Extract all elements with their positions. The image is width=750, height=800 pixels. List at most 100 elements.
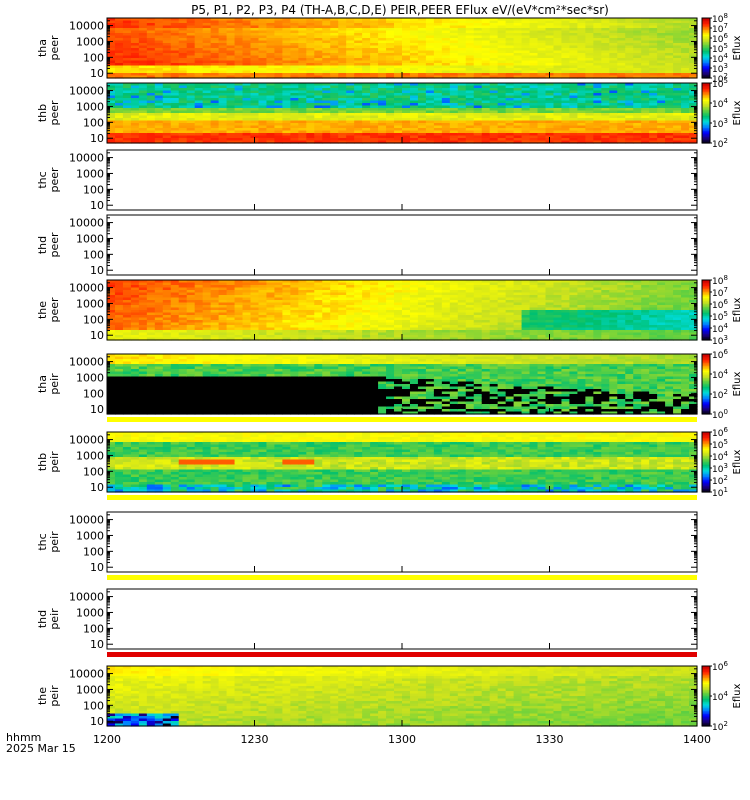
heatmap-cell <box>330 290 339 294</box>
heatmap-cell <box>114 317 124 321</box>
heatmap-cell <box>394 33 403 37</box>
heatmap-cell <box>481 120 491 124</box>
heatmap-cell <box>521 100 531 104</box>
heatmap-cell <box>274 103 284 107</box>
heatmap-cell <box>521 55 531 59</box>
heatmap-cell <box>481 118 491 122</box>
heatmap-cell <box>218 65 228 69</box>
heatmap-cell <box>561 50 571 54</box>
heatmap-cell <box>218 120 228 124</box>
heatmap-cell <box>505 138 515 142</box>
heatmap-cell <box>290 295 299 299</box>
heatmap-cell <box>394 90 403 94</box>
heatmap-cell <box>609 68 618 72</box>
heatmap-cell <box>505 58 515 62</box>
heatmap-cell <box>561 40 571 44</box>
heatmap-cell <box>210 133 220 137</box>
heatmap-cell <box>186 18 196 22</box>
heatmap-cell <box>633 103 642 107</box>
heatmap-cell <box>386 70 395 74</box>
heatmap-cell <box>378 300 387 304</box>
heatmap-cell <box>178 105 188 109</box>
colorbar-cell <box>702 108 710 111</box>
heatmap-cell <box>545 63 555 67</box>
heatmap-cell <box>146 25 156 29</box>
heatmap-cell <box>330 28 339 32</box>
heatmap-cell <box>266 123 276 127</box>
heatmap-cell <box>513 95 523 99</box>
heatmap-cell <box>290 312 299 316</box>
colorbar-cell <box>702 137 710 140</box>
heatmap-cell <box>162 332 172 336</box>
heatmap-cell <box>394 133 403 137</box>
heatmap-cell <box>266 317 276 321</box>
heatmap-cell <box>402 322 411 326</box>
heatmap-cell <box>394 125 403 129</box>
heatmap-cell <box>465 90 475 94</box>
heatmap-cell <box>681 65 690 69</box>
heatmap-cell <box>274 317 284 321</box>
heatmap-cell <box>202 317 212 321</box>
heatmap-cell <box>114 135 124 139</box>
heatmap-cell <box>473 18 483 22</box>
heatmap-cell <box>226 105 236 109</box>
heatmap-cell <box>114 108 124 112</box>
heatmap-cell <box>194 302 204 306</box>
heatmap-cell <box>234 325 244 329</box>
heatmap-cell <box>266 63 276 67</box>
heatmap-cell <box>298 282 307 286</box>
heatmap-cell <box>170 130 180 134</box>
heatmap-cell <box>417 63 427 67</box>
heatmap-cell <box>162 73 172 77</box>
colorbar-cell <box>702 117 710 120</box>
heatmap-cell <box>218 58 228 62</box>
heatmap-cell <box>266 88 276 92</box>
heatmap-cell <box>689 103 698 107</box>
heatmap-cell <box>250 95 260 99</box>
heatmap-cell <box>250 65 260 69</box>
heatmap-cell <box>665 18 674 22</box>
heatmap-cell <box>298 48 307 52</box>
heatmap-cell <box>433 110 443 114</box>
heatmap-cell <box>473 138 483 142</box>
heatmap-cell <box>473 53 483 57</box>
heatmap-cell <box>250 118 260 122</box>
heatmap-cell <box>170 70 180 74</box>
heatmap-cell <box>625 83 634 87</box>
heatmap-cell <box>218 90 228 94</box>
heatmap-cell <box>242 25 252 29</box>
heatmap-cell <box>673 20 682 24</box>
heatmap-cell <box>402 300 411 304</box>
heatmap-cell <box>529 30 539 34</box>
heatmap-cell <box>322 280 331 284</box>
heatmap-cell <box>354 312 363 316</box>
heatmap-cell <box>657 90 666 94</box>
heatmap-cell <box>433 335 443 339</box>
heatmap-cell <box>362 25 371 29</box>
heatmap-cell <box>489 25 499 29</box>
heatmap-cell <box>274 287 284 291</box>
heatmap-cell <box>107 327 116 331</box>
heatmap-cell <box>122 115 132 119</box>
heatmap-cell <box>202 140 212 144</box>
heatmap-cell <box>553 123 563 127</box>
heatmap-cell <box>601 38 610 42</box>
heatmap-cell <box>481 110 491 114</box>
heatmap-cell <box>338 322 347 326</box>
heatmap-cell <box>338 73 347 77</box>
heatmap-cell <box>234 40 244 44</box>
heatmap-cell <box>417 98 427 102</box>
heatmap-cell <box>354 295 363 299</box>
heatmap-cell <box>362 98 371 102</box>
heatmap-cell <box>122 108 132 112</box>
heatmap-cell <box>545 133 555 137</box>
heatmap-cell <box>186 30 196 34</box>
heatmap-cell <box>362 125 371 129</box>
heatmap-cell <box>282 295 291 299</box>
heatmap-cell <box>370 322 379 326</box>
heatmap-cell <box>394 310 403 314</box>
heatmap-cell <box>306 123 315 127</box>
heatmap-cell <box>561 28 571 32</box>
heatmap-cell <box>641 140 650 144</box>
heatmap-cell <box>394 95 403 99</box>
